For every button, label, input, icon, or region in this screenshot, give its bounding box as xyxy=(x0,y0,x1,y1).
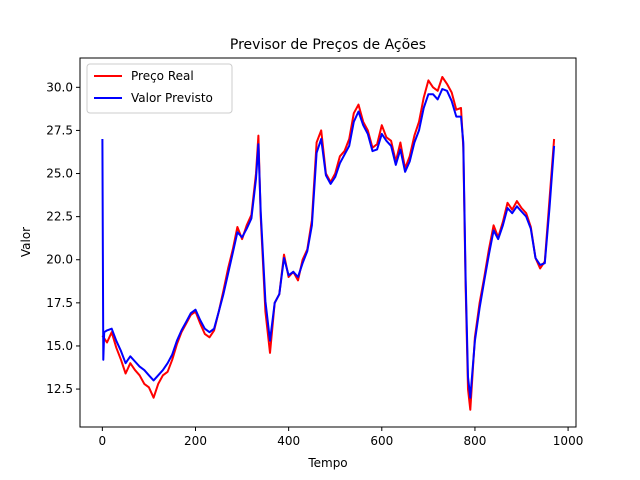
y-tick-label: 30.0 xyxy=(46,80,73,94)
series-line-1 xyxy=(101,88,556,399)
plot-lines xyxy=(101,76,556,411)
y-tick-label: 27.5 xyxy=(46,123,73,137)
y-tick-label: 22.5 xyxy=(46,210,73,224)
legend-label-valor-previsto: Valor Previsto xyxy=(131,91,213,105)
legend-box xyxy=(86,63,233,114)
y-tick-label: 17.5 xyxy=(46,296,73,310)
x-tick-label: 0 xyxy=(99,434,107,448)
x-tick-label: 600 xyxy=(370,434,393,448)
x-tick-label: 200 xyxy=(184,434,207,448)
plot-frame xyxy=(79,57,577,428)
x-tick-label: 400 xyxy=(277,434,300,448)
legend: Preço Real Valor Previsto xyxy=(86,63,233,114)
y-axis-ticks: 12.5 15.0 17.5 20.0 22.5 25.0 27.5 30.0 xyxy=(46,80,80,396)
x-tick-label: 1000 xyxy=(553,434,584,448)
x-axis-label: Tempo xyxy=(307,456,347,470)
x-tick-label: 800 xyxy=(463,434,486,448)
y-axis-label: Valor xyxy=(19,227,33,257)
chart-title: Previsor de Preços de Ações xyxy=(230,37,426,53)
y-tick-label: 20.0 xyxy=(46,253,73,267)
legend-label-preco-real: Preço Real xyxy=(131,69,194,83)
y-tick-label: 12.5 xyxy=(46,382,73,396)
x-axis-ticks: 0 200 400 600 800 1000 xyxy=(99,427,584,448)
y-tick-label: 25.0 xyxy=(46,167,73,181)
y-tick-label: 15.0 xyxy=(46,339,73,353)
